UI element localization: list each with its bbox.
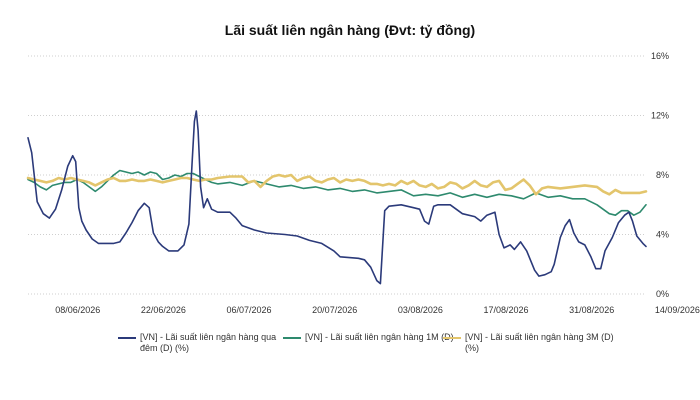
x-tick-label: 22/06/2026 [141,305,186,315]
y-tick-label: 0% [656,289,669,299]
gridlines [28,55,646,295]
legend-swatch-1m [283,337,301,339]
chart-title: Lãi suất liên ngân hàng (Đvt: tỷ đồng) [224,22,476,38]
x-tick-label: 31/08/2026 [569,305,614,315]
x-tick-label: 20/07/2026 [312,305,357,315]
series-line-overnight [27,110,647,285]
x-tick-label: 14/09/2026 [655,305,700,315]
x-tick-labels: 08/06/2026 22/06/2026 06/07/2026 20/07/2026… [55,305,700,315]
x-tick-label: 03/08/2026 [398,305,443,315]
x-tick-label: 06/07/2026 [227,305,272,315]
x-tick-label: 08/06/2026 [55,305,100,315]
y-tick-label: 8% [656,170,669,180]
y-tick-label: 16% [651,51,669,61]
legend-label-overnight: [VN] - Lãi suất liên ngân hàng qua đêm (… [140,332,277,353]
y-tick-label: 12% [651,111,669,121]
series-line-3m [26,173,648,196]
legend-swatch-overnight [118,337,136,339]
legend-swatch-3m [443,337,461,339]
y-tick-labels: 0% 4% 8% 12% 16% [651,51,669,299]
legend-label-1m: [VN] - Lãi suất liên ngân hàng 1M (D) [305,332,454,342]
legend-label-3m: [VN] - Lãi suất liên ngân hàng 3M (D) (%… [465,332,614,353]
x-tick-label: 17/08/2026 [484,305,529,315]
series-line-1m [27,169,647,216]
y-tick-label: 4% [656,230,669,240]
series-lines [26,110,648,285]
